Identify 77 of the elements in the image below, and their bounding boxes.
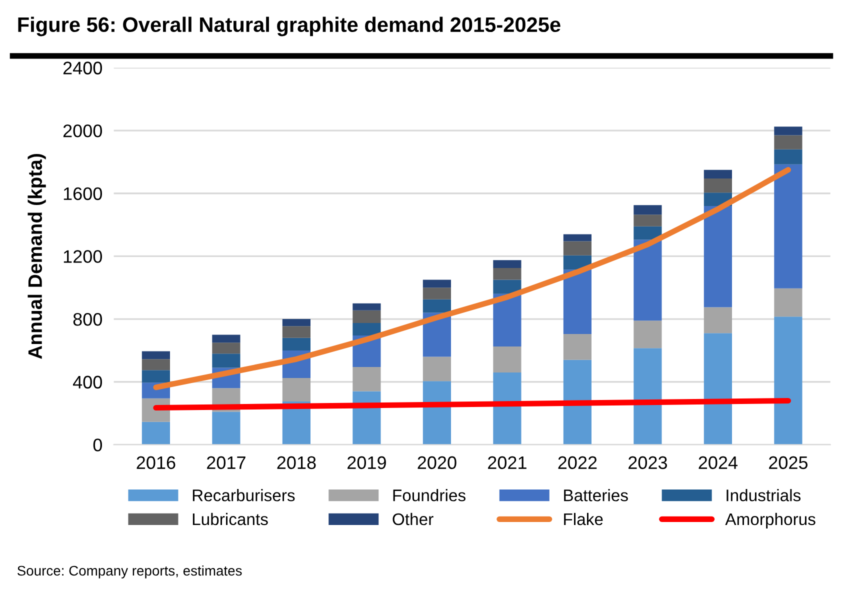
bar xyxy=(774,316,802,445)
bar xyxy=(563,360,592,445)
x-tick-label: 2025 xyxy=(769,456,808,470)
y-tick-label: 400 xyxy=(72,376,102,389)
bar xyxy=(142,370,170,383)
bar xyxy=(212,342,240,354)
bar xyxy=(774,164,802,288)
bar xyxy=(704,307,732,334)
bar xyxy=(493,372,522,445)
bar xyxy=(142,351,170,360)
legend-label: Foundries xyxy=(393,489,466,502)
bar xyxy=(774,288,802,317)
bar xyxy=(352,303,381,310)
bar xyxy=(634,214,662,226)
source-note: Source: Company reports, estimates xyxy=(17,565,242,578)
y-tick-label: 800 xyxy=(73,312,102,326)
legend-label: Other xyxy=(392,512,434,526)
bar xyxy=(282,338,311,350)
bar xyxy=(493,294,522,347)
x-tick-label: 2021 xyxy=(488,456,526,470)
bar xyxy=(212,412,240,445)
bar xyxy=(704,170,732,178)
bar xyxy=(142,359,170,370)
legend-label: Flake xyxy=(564,512,603,526)
bar xyxy=(704,206,732,308)
bar xyxy=(774,126,802,136)
bar xyxy=(422,280,452,288)
x-tick-label: 2022 xyxy=(558,456,597,470)
legend-label: Batteries xyxy=(564,489,628,502)
y-tick-label: 0 xyxy=(93,438,102,452)
bar xyxy=(422,288,452,300)
bar xyxy=(563,241,592,256)
bar xyxy=(212,354,240,368)
bar xyxy=(634,320,662,348)
bar xyxy=(422,299,452,313)
y-axis-title: Annual Demand (kpta) xyxy=(28,154,46,359)
bar xyxy=(493,260,522,268)
legend-label: Industrials xyxy=(726,489,801,502)
legend-label: Amorphorus xyxy=(725,512,816,528)
y-tick-label: 2000 xyxy=(63,124,102,138)
bar xyxy=(493,346,522,372)
x-tick-label: 2024 xyxy=(698,456,738,470)
y-tick-label: 1600 xyxy=(64,187,102,200)
bar xyxy=(352,322,381,336)
x-tick-label: 2020 xyxy=(418,456,456,470)
bar xyxy=(282,378,311,402)
bar xyxy=(352,310,381,323)
bar xyxy=(352,366,381,392)
legend-label: Recarburisers xyxy=(192,489,295,502)
bar xyxy=(422,356,452,382)
chart-title: Figure 56: Overall Natural graphite demand 2015-2025e xyxy=(18,16,560,36)
bar xyxy=(563,270,592,334)
bar xyxy=(774,149,802,164)
bar xyxy=(493,268,522,280)
y-tick-label: 1200 xyxy=(64,250,102,263)
x-tick-label: 2018 xyxy=(277,456,316,470)
bar xyxy=(212,334,240,343)
legend-label: Lubricants xyxy=(192,512,268,526)
bar xyxy=(634,348,662,445)
bar xyxy=(634,226,662,240)
bar xyxy=(493,280,522,294)
x-tick-label: 2017 xyxy=(207,456,246,470)
bar xyxy=(563,334,592,360)
x-tick-label: 2016 xyxy=(136,456,176,470)
bar xyxy=(142,422,170,445)
bar xyxy=(282,319,311,326)
bar xyxy=(634,240,662,321)
bar xyxy=(422,381,452,445)
x-tick-label: 2019 xyxy=(348,456,386,470)
bar xyxy=(774,135,802,150)
x-tick-label: 2023 xyxy=(628,456,667,470)
bar xyxy=(704,178,732,193)
bar xyxy=(563,234,592,242)
bar xyxy=(704,333,732,445)
y-tick-label: 2400 xyxy=(63,62,102,74)
bar xyxy=(282,326,311,338)
bar xyxy=(634,205,662,215)
